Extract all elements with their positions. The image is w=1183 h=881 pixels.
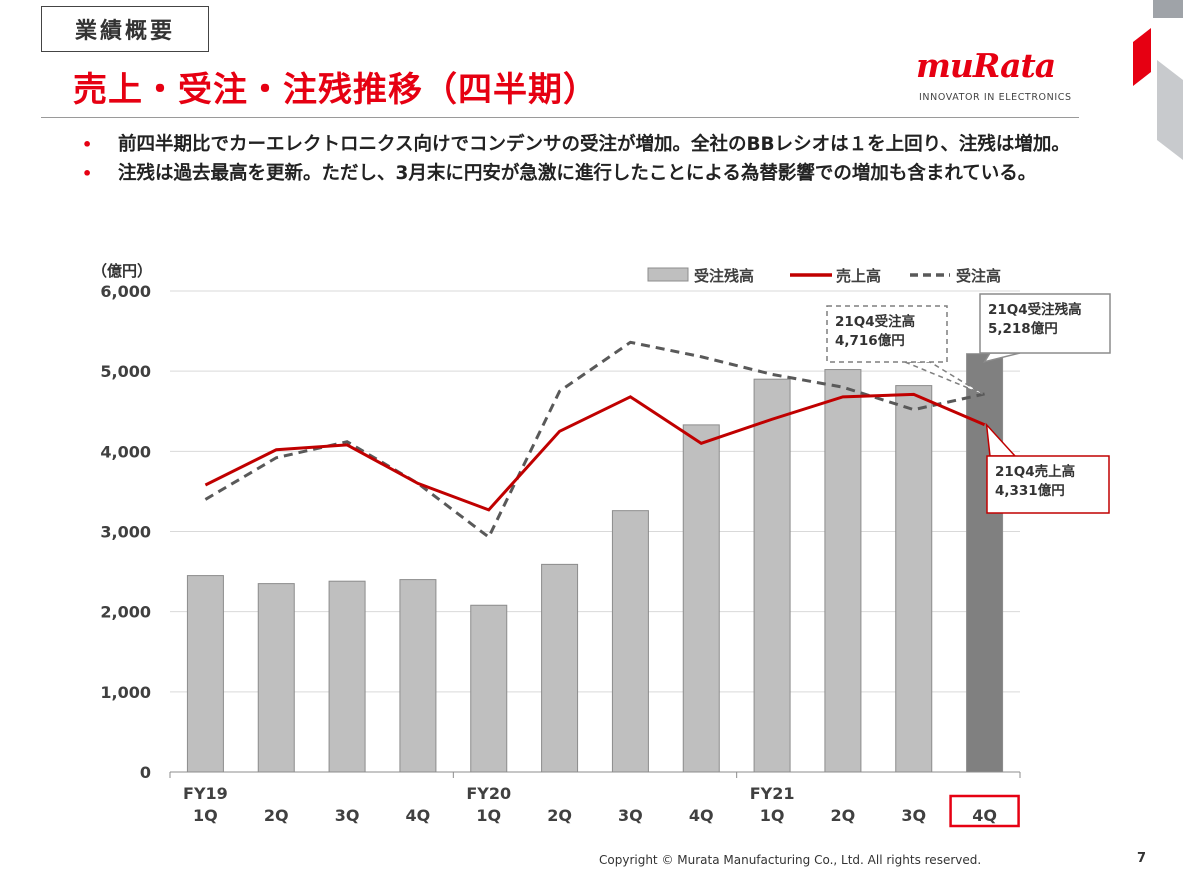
logo-tagline: INNOVATOR IN ELECTRONICS — [919, 92, 1072, 103]
bar — [611, 510, 649, 773]
title-divider — [41, 117, 1079, 118]
bar — [966, 353, 1004, 773]
section-label: 業績概要 — [41, 6, 209, 52]
x-quarter-label: 4Q — [972, 806, 997, 825]
legend-label: 受注高 — [956, 267, 1001, 285]
x-quarter-label: 2Q — [831, 806, 856, 825]
murata-logo: muRata INNOVATOR IN ELECTRONICS — [914, 46, 1080, 104]
bullet-item: 前四半期比でカーエレクトロニクス向けでコンデンサの受注が増加。全社のBBレシオは… — [80, 131, 1070, 158]
bar — [682, 424, 720, 773]
legend: 受注残高 売上高 受注高 — [647, 267, 1001, 285]
y-tick-label: 0 — [140, 763, 151, 782]
corner-decoration — [1133, 0, 1183, 160]
y-tick-label: 6,000 — [100, 282, 151, 301]
callout-value: 4,331億円 — [995, 482, 1065, 499]
y-tick-label: 3,000 — [100, 523, 151, 542]
copyright-text: Copyright © Murata Manufacturing Co., Lt… — [599, 853, 982, 867]
bar — [895, 385, 933, 773]
x-quarter-label: 2Q — [547, 806, 572, 825]
callout-box — [979, 293, 1111, 354]
y-tick-label: 5,000 — [100, 362, 151, 381]
callout-box — [826, 305, 948, 363]
y-unit-label: （億円） — [92, 262, 152, 280]
legend-label: 受注残高 — [694, 267, 754, 285]
page-title: 売上・受注・注残推移（四半期） — [73, 70, 598, 110]
legend-label: 売上高 — [836, 267, 881, 285]
x-quarter-label: 1Q — [193, 806, 218, 825]
bar — [824, 369, 862, 773]
x-fy-label: FY20 — [466, 784, 511, 803]
bullet-item: 注残は過去最高を更新。ただし、3月末に円安が急激に進行したことによる為替影響での… — [80, 160, 1070, 187]
bar-series — [186, 353, 1004, 773]
bar — [328, 580, 366, 773]
sales-line — [204, 392, 986, 512]
x-quarter-label: 4Q — [406, 806, 431, 825]
bar — [753, 378, 791, 773]
gridlines — [170, 290, 1020, 773]
highlight-quarter-box — [949, 794, 1020, 828]
y-tick-label: 1,000 — [100, 683, 151, 702]
callout-title: 21Q4売上高 — [995, 463, 1075, 480]
x-quarter-label: 3Q — [335, 806, 360, 825]
callout-value: 5,218億円 — [988, 320, 1058, 337]
bar — [541, 563, 579, 773]
x-fy-label: FY21 — [750, 784, 795, 803]
y-axis: 0 1,000 2,000 3,000 4,000 5,000 6,000 — [100, 282, 151, 782]
x-fy-label: FY19 — [183, 784, 228, 803]
y-tick-label: 2,000 — [100, 603, 151, 622]
y-tick-label: 4,000 — [100, 442, 151, 461]
bar — [186, 575, 224, 773]
x-quarter-label: 4Q — [689, 806, 714, 825]
callout-value: 4,716億円 — [835, 332, 905, 349]
x-quarter-label: 3Q — [901, 806, 926, 825]
x-quarter-label: 1Q — [760, 806, 785, 825]
x-quarter-label: 2Q — [264, 806, 289, 825]
quarterly-chart: （億円） FY19 1Q 2Q 3Q 4Q FY20 1Q 2Q 3Q 4Q FY21 1Q 2Q 3Q 4… — [92, 262, 1111, 828]
page-number: 7 — [1137, 851, 1147, 866]
callout-title: 21Q4受注高 — [835, 313, 915, 330]
bullet-list: 前四半期比でカーエレクトロニクス向けでコンデンサの受注が増加。全社のBBレシオは… — [80, 131, 1070, 189]
callout-box — [986, 455, 1110, 514]
bar — [470, 604, 508, 773]
callout-title: 21Q4受注残高 — [988, 301, 1082, 318]
bar — [399, 579, 437, 773]
legend-swatch-bar — [647, 267, 689, 282]
callouts: 21Q4受注残高 5,218億円 21Q4受注高 4,716億円 21Q4売上高 4,33… — [826, 293, 1111, 514]
logo-wordmark: muRata — [916, 46, 1056, 85]
x-axis: FY19 1Q 2Q 3Q 4Q FY20 1Q 2Q 3Q 4Q FY21 1Q 2Q 3Q 4Q — [169, 772, 1021, 828]
x-quarter-label: 3Q — [618, 806, 643, 825]
bar — [257, 583, 295, 773]
line-series — [204, 340, 986, 540]
x-quarter-label: 1Q — [476, 806, 501, 825]
